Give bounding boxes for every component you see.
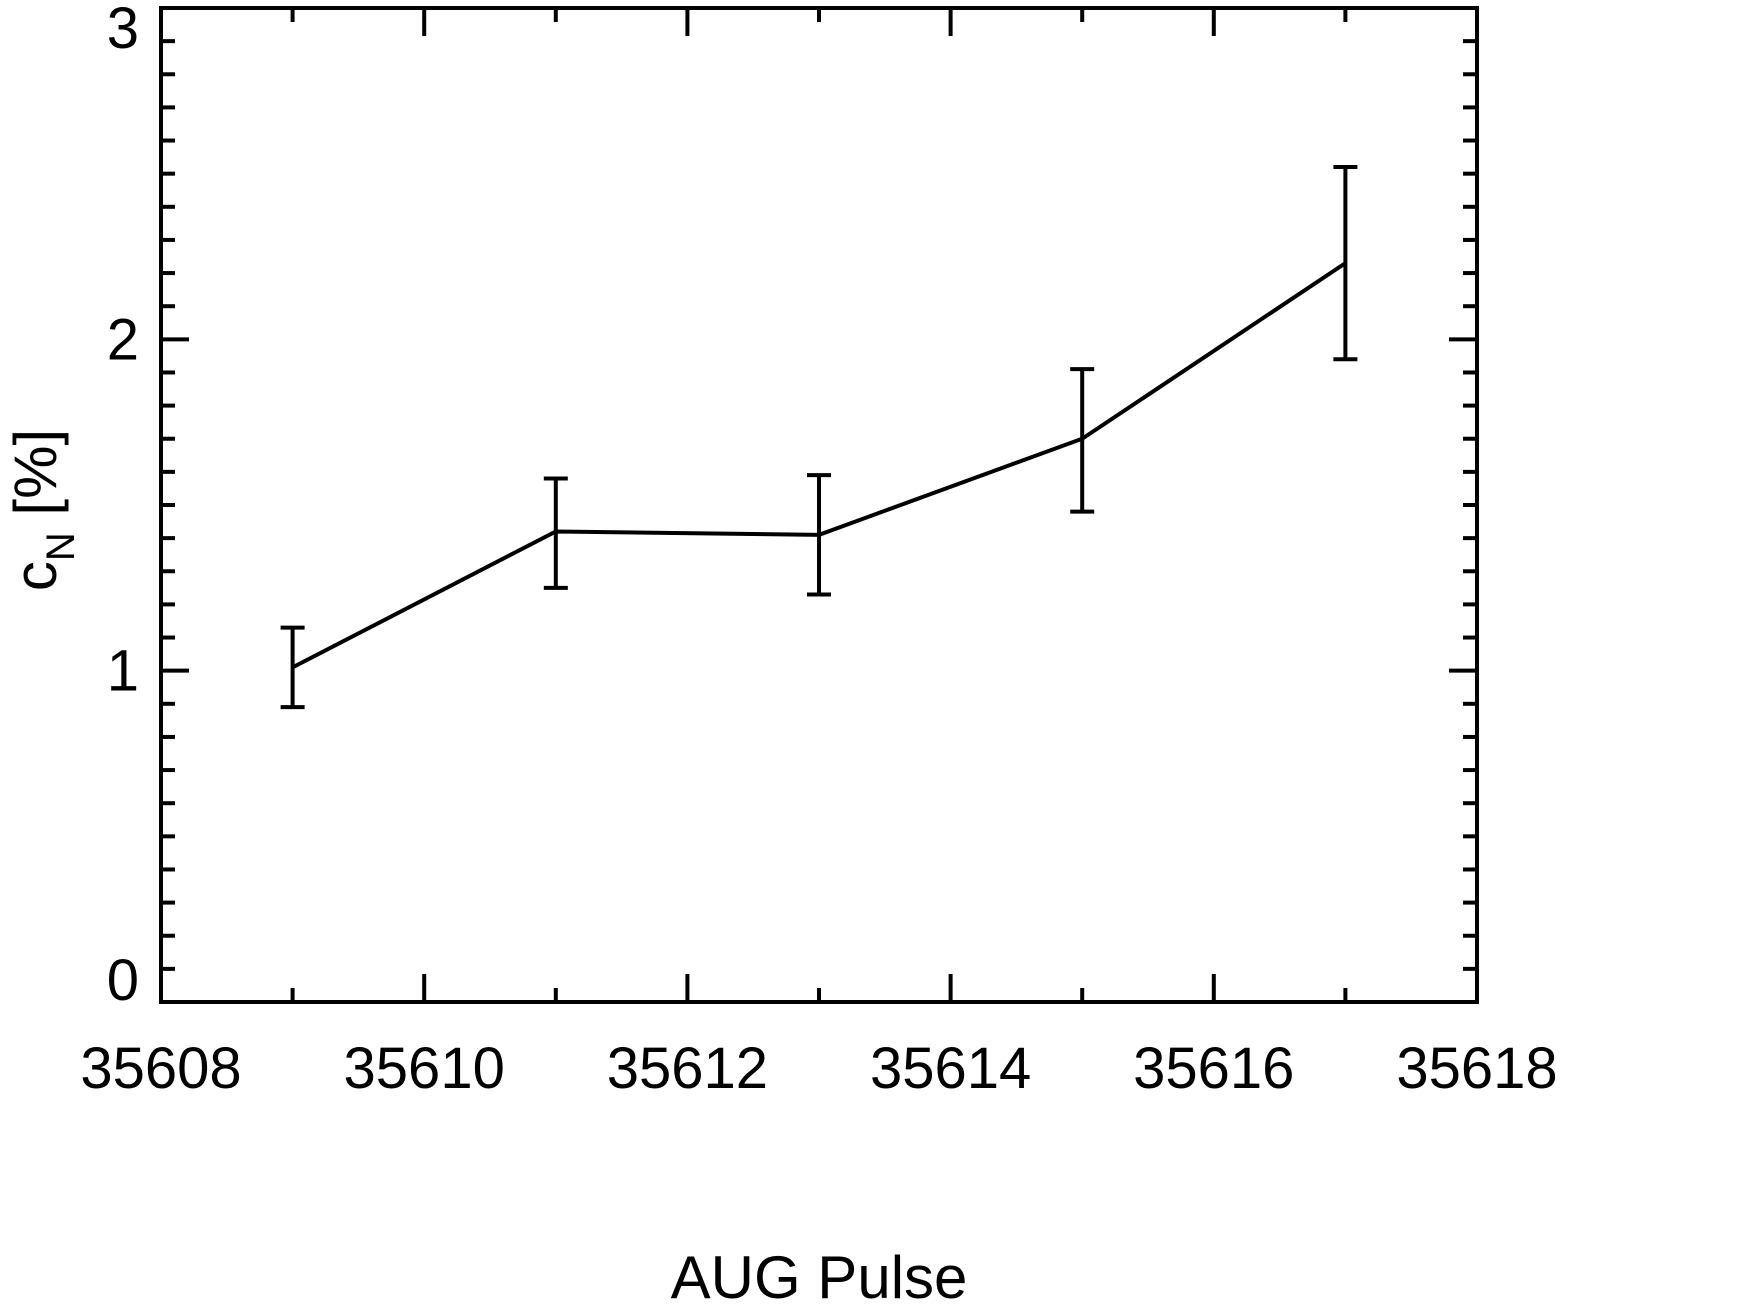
y-tick-label: 3 [107, 0, 139, 61]
x-axis-label: AUG Pulse [671, 1244, 968, 1307]
y-axis-label-subscript: N [39, 532, 83, 561]
y-tick-label: 0 [107, 948, 139, 1013]
y-axis-label: cN [%] [2, 429, 83, 591]
plot-frame [159, 6, 1479, 1004]
x-tick-label: 35614 [870, 1036, 1031, 1101]
x-tick-label: 35610 [344, 1036, 505, 1101]
y-tick-label: 1 [107, 639, 139, 704]
x-tick-label: 35612 [607, 1036, 768, 1101]
series-line [291, 261, 1347, 670]
data-series [280, 165, 1358, 710]
y-tick-label: 2 [107, 307, 139, 372]
y-axis-label-unit: [%] [2, 429, 69, 532]
tick-labels: 35608 35610 35612 35614 35616 35618 0 1 2 3 [80, 0, 1557, 1101]
x-tick-label: 35608 [80, 1036, 241, 1101]
x-tick-label: 35618 [1396, 1036, 1557, 1101]
y-axis-label-main: c [2, 561, 69, 591]
x-tick-label: 35616 [1133, 1036, 1294, 1101]
